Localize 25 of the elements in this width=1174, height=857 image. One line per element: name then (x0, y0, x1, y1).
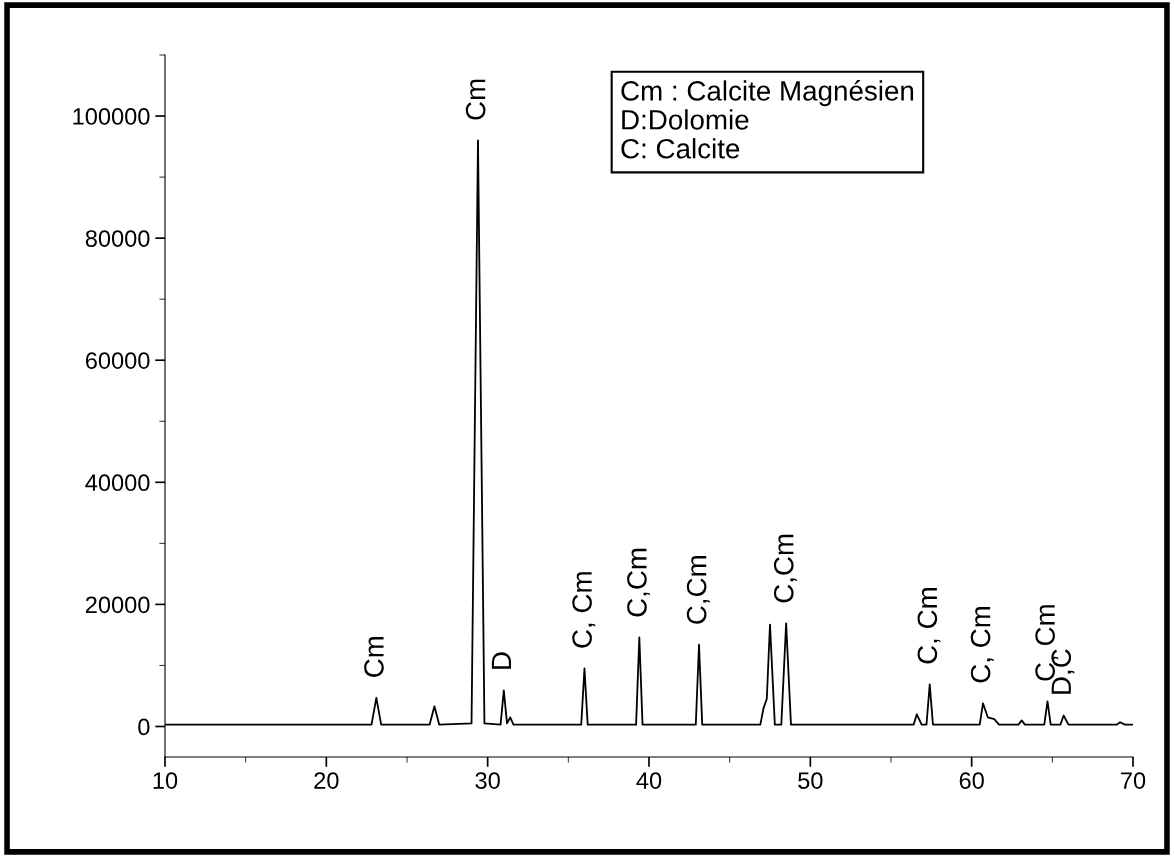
y-tick-label: 20000 (85, 596, 150, 614)
x-tick-label: 70 (1121, 772, 1146, 789)
y-tick-label: 0 (138, 718, 150, 736)
annotation: Cm : Calcite Magnésien (621, 80, 914, 107)
x-tick-label: 30 (475, 772, 500, 789)
y-tick-label: 60000 (85, 352, 150, 370)
x-tick-label: 10 (153, 772, 178, 789)
annotation: Cm (364, 636, 384, 677)
annotation: C,Cm (686, 556, 710, 624)
x-tick-label: 40 (636, 772, 662, 789)
x-tick-label: 60 (959, 772, 984, 789)
x-tick-label: 20 (314, 772, 339, 789)
x-tick-label: 50 (798, 772, 823, 789)
y-tick-label: 100000 (73, 108, 150, 125)
annotation: D:Dolomie (622, 109, 749, 130)
y-tick-label: 40000 (85, 474, 150, 492)
annotation: C, Cm (970, 606, 994, 683)
annotation: D (491, 652, 511, 669)
annotation: C, Cm (917, 588, 941, 664)
annotation: C: Calcite (621, 138, 740, 159)
annotation: C,Cm (773, 534, 797, 603)
annotation: Cm (465, 79, 486, 120)
annotation: C, Cm (572, 572, 596, 648)
y-tick-label: 80000 (85, 230, 150, 247)
annotation: C,Cm (627, 548, 651, 617)
